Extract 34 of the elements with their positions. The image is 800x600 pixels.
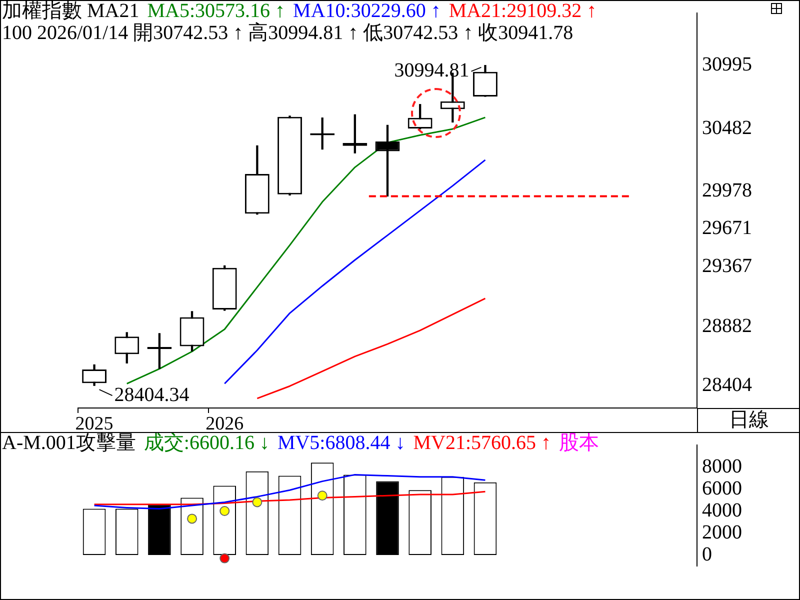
series-label: MV5:6808.44 ↓ xyxy=(277,432,406,454)
x-tick-label: 2025 xyxy=(75,413,114,434)
y-tick-label: 28882 xyxy=(702,314,752,337)
chart-title: 加權指數 MA21 xyxy=(2,0,140,22)
point xyxy=(187,514,198,524)
bar xyxy=(148,504,171,555)
y-tick-label: 30482 xyxy=(702,116,752,139)
annotation: 股本 xyxy=(559,432,600,454)
text: MV21:5760.65 ↑ xyxy=(413,432,552,454)
text: MA10:30229.60 ↑ xyxy=(293,0,441,22)
series-label: 成交:6600.16 ↓ xyxy=(144,432,270,454)
point xyxy=(252,497,262,508)
point xyxy=(220,506,230,516)
annotation: 30994.81 xyxy=(394,60,470,82)
annotation: 28404.34 xyxy=(114,384,190,406)
y-tick-label: 6000 xyxy=(702,477,742,500)
y-tick-label: 4000 xyxy=(702,499,742,522)
chart-title: A-M.001攻擊量 xyxy=(2,432,136,454)
point xyxy=(220,553,230,564)
x-tick-label: 2026 xyxy=(206,413,244,434)
y-tick-label: 0 xyxy=(702,543,712,566)
y-tick-label: 29671 xyxy=(702,217,752,240)
text: 日線 xyxy=(697,408,800,432)
y-tick-label: 30995 xyxy=(702,54,752,76)
y-tick-label: 8000 xyxy=(702,455,742,478)
y-tick-label: 28404 xyxy=(702,374,752,396)
text: MA21:29109.32 ↑ xyxy=(448,0,597,22)
y-tick-label: 2000 xyxy=(702,521,742,544)
text: MA5:30573.16 ↑ xyxy=(147,0,286,22)
text: 100 2026/01/14 開30742.53 ↑ 高30994.81 ↑ 低30742.53 ↑ 收30941.78 xyxy=(2,22,574,44)
y-tick-label: 29367 xyxy=(702,254,752,277)
point xyxy=(317,490,328,501)
bar xyxy=(376,481,399,555)
y-tick-label: 29978 xyxy=(702,179,752,202)
